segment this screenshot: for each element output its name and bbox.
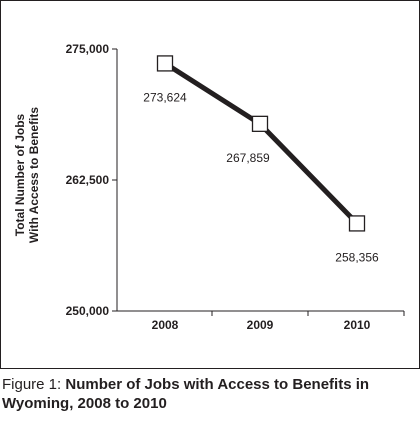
data-point-marker (348, 215, 366, 232)
data-label: 267,859 (226, 151, 270, 165)
x-tick-label: 2008 (152, 318, 179, 332)
y-axis-title: Total Number of Jobs With Access to Benef… (13, 107, 41, 243)
chart-border (0, 0, 420, 369)
y-tick-label: 275,000 (66, 42, 110, 56)
figure-caption: Figure 1: Number of Jobs with Access to … (2, 375, 412, 413)
y-tick-label: 262,500 (66, 173, 110, 187)
caption-prefix: Figure 1: (2, 376, 66, 393)
data-labels: 273,624 267,859 258,356 (143, 90, 379, 264)
tick-labels: 250,000 262,500 275,000 2008 2009 2010 (66, 42, 405, 332)
y-axis-title-line: With Access to Benefits (27, 107, 41, 243)
y-axis-title-line: Total Number of Jobs (13, 113, 27, 236)
series-line-group (156, 55, 366, 232)
x-tick-label: 2010 (344, 318, 371, 332)
data-point-marker (156, 55, 174, 72)
data-label: 258,356 (335, 250, 379, 264)
data-point-marker (251, 115, 269, 132)
x-tick-label: 2009 (247, 318, 274, 332)
chart-figure: Total Number of Jobs With Access to Benef… (0, 0, 420, 369)
y-tick-label: 250,000 (66, 304, 110, 318)
data-label: 273,624 (143, 90, 187, 104)
caption-title: Number of Jobs with Access to Benefits i… (2, 376, 370, 412)
